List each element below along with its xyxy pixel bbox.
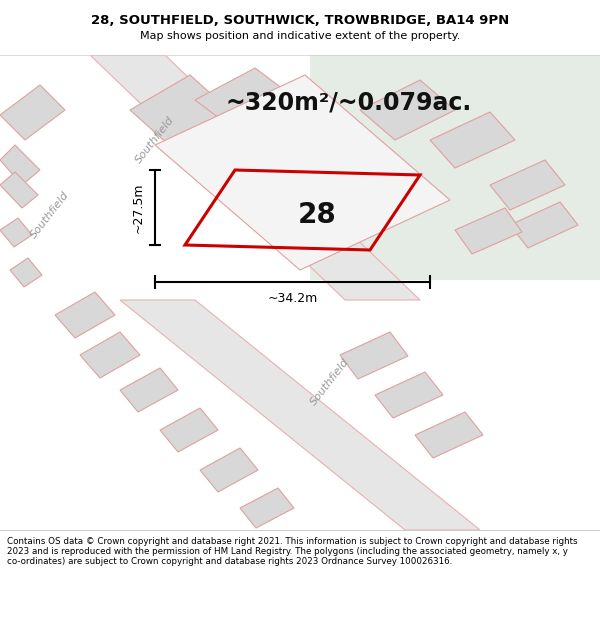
Polygon shape [195, 68, 295, 130]
Polygon shape [160, 408, 218, 452]
Text: Southfield: Southfield [29, 190, 71, 240]
Text: 28: 28 [298, 201, 337, 229]
Polygon shape [200, 448, 258, 492]
Text: Southfield: Southfield [134, 115, 176, 165]
Polygon shape [455, 208, 522, 254]
Polygon shape [0, 218, 32, 247]
Polygon shape [0, 172, 38, 208]
Text: ~27.5m: ~27.5m [132, 182, 145, 232]
Text: ~320m²/~0.079ac.: ~320m²/~0.079ac. [225, 90, 471, 114]
Polygon shape [120, 300, 480, 530]
Polygon shape [80, 332, 140, 378]
Polygon shape [375, 372, 443, 418]
Polygon shape [340, 332, 408, 379]
Polygon shape [255, 90, 345, 150]
Polygon shape [430, 112, 515, 168]
Text: Contains OS data © Crown copyright and database right 2021. This information is : Contains OS data © Crown copyright and d… [7, 537, 578, 566]
Polygon shape [510, 202, 578, 248]
Text: Map shows position and indicative extent of the property.: Map shows position and indicative extent… [140, 31, 460, 41]
Polygon shape [360, 80, 455, 140]
Polygon shape [55, 292, 115, 338]
Text: Southfield: Southfield [309, 357, 351, 408]
Polygon shape [155, 75, 450, 270]
Polygon shape [0, 145, 40, 185]
Polygon shape [120, 368, 178, 412]
Polygon shape [240, 488, 294, 528]
Polygon shape [310, 55, 600, 280]
Polygon shape [130, 75, 240, 155]
Text: ~34.2m: ~34.2m [268, 292, 317, 305]
Polygon shape [10, 258, 42, 287]
Polygon shape [90, 55, 420, 300]
Text: 28, SOUTHFIELD, SOUTHWICK, TROWBRIDGE, BA14 9PN: 28, SOUTHFIELD, SOUTHWICK, TROWBRIDGE, B… [91, 14, 509, 27]
Polygon shape [415, 412, 483, 458]
Polygon shape [490, 160, 565, 210]
Polygon shape [0, 85, 65, 140]
